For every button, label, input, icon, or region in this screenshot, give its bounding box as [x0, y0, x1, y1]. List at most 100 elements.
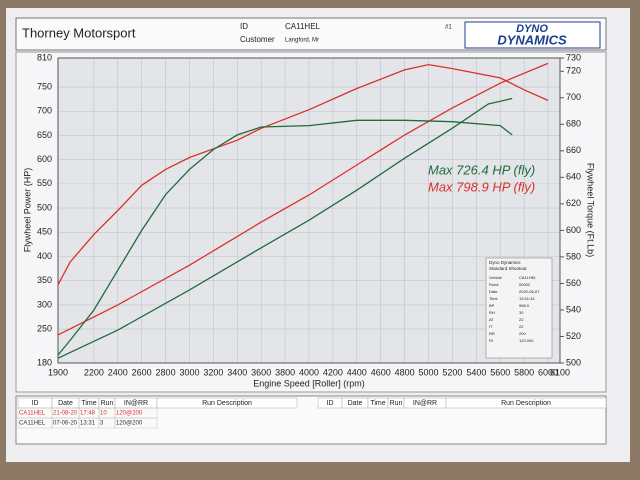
- info-cell: 30: [519, 310, 524, 315]
- y-tick-label: 650: [37, 130, 52, 140]
- y-tick-label: 810: [37, 52, 52, 62]
- info-box: [485, 257, 553, 359]
- x-tick-label: 2600: [132, 367, 152, 377]
- x-tick-label: 3200: [203, 367, 223, 377]
- y-tick-label: 250: [37, 323, 52, 333]
- table-cell-text: 07-06-20: [53, 421, 78, 427]
- table-cell-text: 21-08-20: [53, 411, 78, 417]
- x-tick-label: 4600: [371, 367, 391, 377]
- x-tick-label: 6000: [538, 367, 558, 377]
- x-tick-label: 5800: [514, 367, 534, 377]
- table-header: Date: [348, 400, 363, 407]
- info-title: Standard Shootout: [489, 266, 527, 271]
- x-tick-label: 5400: [466, 367, 486, 377]
- info-cell: IT: [489, 324, 493, 329]
- page: #1: [445, 25, 452, 31]
- curve: [57, 63, 549, 286]
- y2-tick-label: 600: [566, 225, 581, 235]
- info-cell: 2020-06-07: [519, 289, 540, 294]
- table-cell-text: 3: [100, 421, 104, 427]
- info-cell: 13:31:44: [519, 296, 535, 301]
- info-cell: BP: [489, 303, 495, 308]
- x-tick-label: 4000: [299, 367, 319, 377]
- x-tick-label: 5000: [419, 367, 439, 377]
- y2-tick-label: 560: [566, 278, 581, 288]
- plot-border: [57, 57, 561, 364]
- x-tick-label: 5200: [442, 367, 462, 377]
- y2-tick-label: 730: [566, 52, 581, 62]
- y-tick-label: 750: [37, 81, 52, 91]
- y-tick-label: 300: [37, 299, 52, 309]
- x-tick-label: 5600: [490, 367, 510, 377]
- y-axis-label: Flywheel Power (HP): [22, 168, 32, 253]
- curve: [57, 119, 513, 356]
- x-tick-label: 1900: [48, 367, 68, 377]
- chart-layer: 1900 2200 2400 2600 2800 3000 3200 3400 3600 3800…: [17, 52, 607, 429]
- id-value: CA11HEL: [285, 22, 321, 31]
- y2-tick-label: 720: [566, 66, 581, 76]
- x-tick-label: 3800: [275, 367, 295, 377]
- y-tick-label: 450: [37, 227, 52, 237]
- info-cell: RI: [489, 338, 493, 343]
- y-tick-label: 550: [37, 178, 52, 188]
- info-cell: 998.0: [519, 303, 530, 308]
- table-cell: [114, 417, 158, 429]
- y2-tick-label: 700: [566, 92, 581, 102]
- y2-tick-label: 580: [566, 251, 581, 261]
- info-title: Dyno Dynamics: [489, 260, 521, 265]
- x-tick-label: 4200: [323, 367, 343, 377]
- info-cell: Time: [489, 296, 499, 301]
- customer-value: Langford, Mr: [285, 38, 319, 44]
- table-header: IN@RR: [124, 400, 148, 407]
- id-label: ID: [240, 22, 248, 31]
- customer-label: Customer: [240, 35, 275, 44]
- y2-tick-label: 500: [566, 357, 581, 367]
- info-cell: RR: [489, 331, 495, 336]
- table-cell-text: 17:48: [80, 411, 96, 417]
- annotation: Max 726.4 HP (fly): [428, 162, 535, 177]
- table-header: ID: [32, 400, 39, 407]
- y-tick-label: 350: [37, 275, 52, 285]
- table-header-cell: [156, 397, 298, 409]
- info-cell: CA11HEL: [519, 275, 537, 280]
- y-tick-label: 400: [37, 251, 52, 261]
- x-tick-label: 3600: [251, 367, 271, 377]
- x-tick-label: 2800: [156, 367, 176, 377]
- info-cell: Vehicle: [489, 275, 503, 280]
- y2-tick-label: 640: [566, 172, 581, 182]
- info-cell: RH: [489, 310, 495, 315]
- info-cell: AT: [489, 317, 494, 322]
- y2-tick-label: 520: [566, 331, 581, 341]
- x-tick-label: 4800: [395, 367, 415, 377]
- y-tick-label: 700: [37, 106, 52, 116]
- logo: DYNO: [516, 23, 548, 35]
- logo-box: [464, 21, 601, 49]
- company: Thorney Motorsport: [22, 25, 136, 40]
- annotation: Max 798.9 HP (fly): [428, 179, 535, 194]
- table-header-cell: [445, 397, 607, 409]
- table-header: ID: [327, 400, 334, 407]
- table-cell-text: CA11HEL: [19, 411, 46, 417]
- table-header: Run: [390, 400, 403, 407]
- info-cell: Date: [489, 289, 498, 294]
- info-cell: 22: [519, 324, 524, 329]
- table-header: Date: [58, 400, 73, 407]
- logo: DYNAMICS: [497, 32, 567, 47]
- table-header: IN@RR: [413, 400, 437, 407]
- table-header: Time: [370, 400, 385, 407]
- info-cell: 200: [519, 331, 526, 336]
- x-tick-label: 4400: [347, 367, 367, 377]
- x-tick-label: 3400: [227, 367, 247, 377]
- info-cell: 120.000: [519, 338, 534, 343]
- info-cell: 00002: [519, 282, 531, 287]
- info-cell: Run#: [489, 282, 499, 287]
- y2-tick-label: 660: [566, 145, 581, 155]
- table-header: Time: [81, 400, 96, 407]
- y-tick-label: 600: [37, 154, 52, 164]
- table-cell-text: 120@200: [116, 411, 143, 417]
- x-axis-label: Engine Speed [Roller] (rpm): [253, 378, 365, 388]
- curve: [57, 62, 549, 336]
- table-cell-text: 13:31: [80, 421, 96, 427]
- y2-tick-label: 620: [566, 198, 581, 208]
